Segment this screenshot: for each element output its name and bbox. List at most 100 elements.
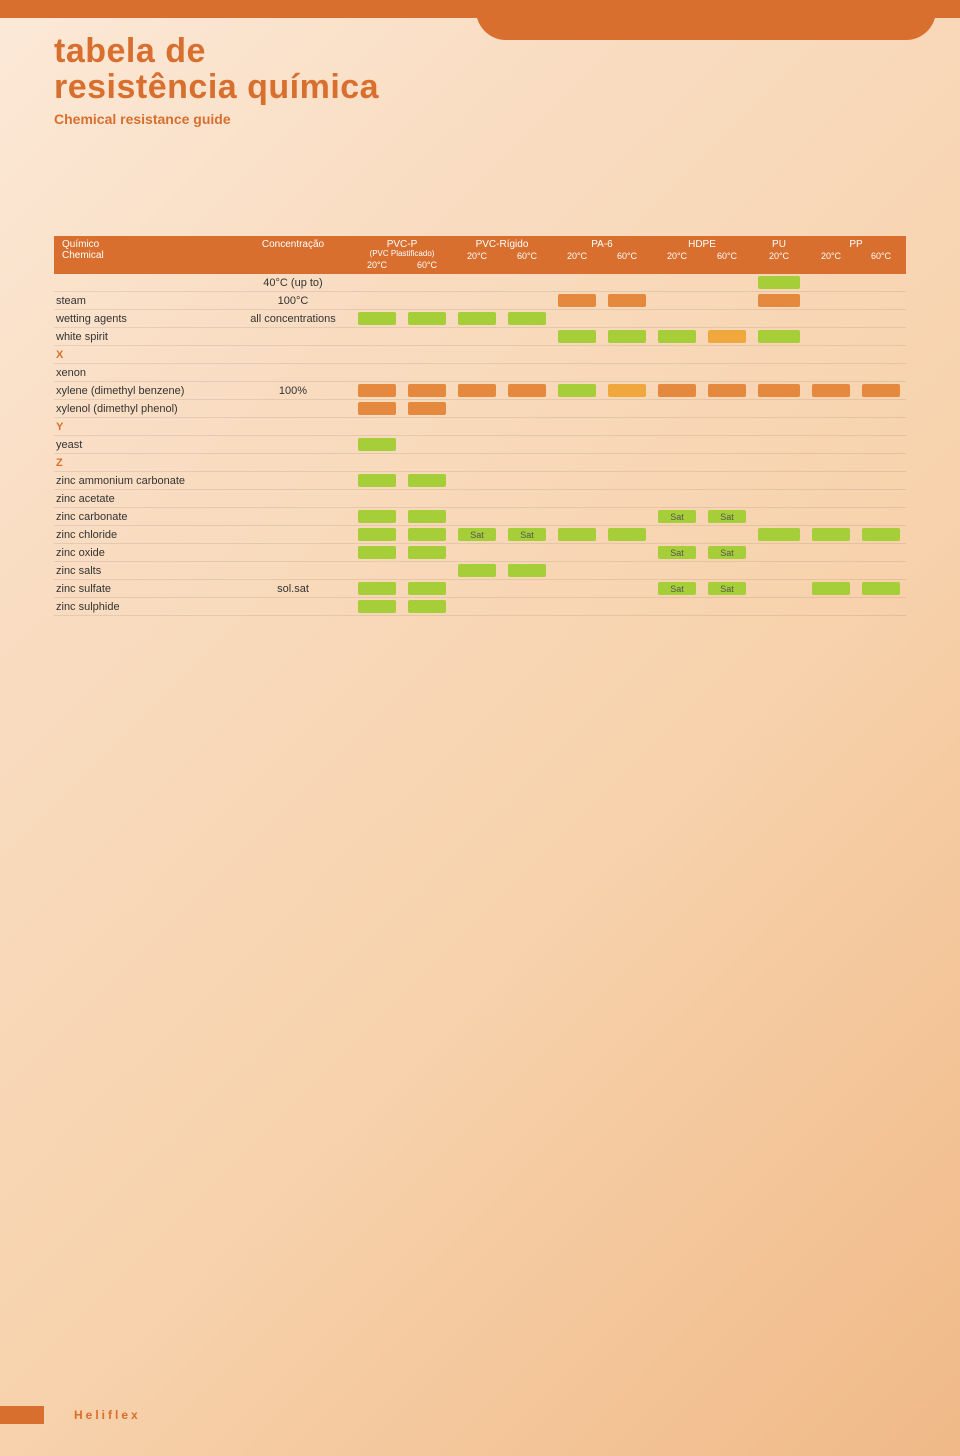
resistance-cell [458,474,496,487]
section-label: Z [54,457,234,469]
resistance-cell [708,600,746,613]
resistance-cell: Sat [658,510,696,523]
resistance-cell [458,366,496,379]
resistance-cell [708,294,746,307]
header-material: PU20°C [752,239,806,270]
title-block: tabela de resistência química Chemical r… [54,34,379,127]
table-row: 40°C (up to) [54,274,906,292]
resistance-cell [458,276,496,289]
concentration-value: 40°C (up to) [234,277,352,289]
resistance-cell [658,474,696,487]
material-sub: (PVC Plastificado) [370,250,435,259]
resistance-cell [812,582,850,595]
resistance-cell [812,546,850,559]
resistance-cell [558,474,596,487]
resistance-cell [458,582,496,595]
resistance-cell [862,330,900,343]
resistance-cell [358,492,396,505]
resistance-cell [358,582,396,595]
resistance-cell [862,438,900,451]
concentration-value: 100% [234,385,352,397]
concentration-value: all concentrations [234,313,352,325]
resistance-cell [458,384,496,397]
resistance-cell [812,474,850,487]
resistance-cell [508,492,546,505]
resistance-cell [458,330,496,343]
resistance-cell [558,564,596,577]
section-label: Y [54,421,234,433]
cells [352,312,906,325]
temp-label: 60°C [502,251,552,261]
table-row: white spirit [54,328,906,346]
table-row: zinc chlorideSatSat [54,526,906,544]
resistance-cell [458,564,496,577]
resistance-cell [358,384,396,397]
resistance-cell [358,402,396,415]
section-row: X [54,346,906,364]
resistance-cell [812,312,850,325]
resistance-cell [608,294,646,307]
header-material: PVC-P(PVC Plastificado)20°C60°C [352,239,452,270]
resistance-cell [862,546,900,559]
resistance-cell [708,474,746,487]
cells: SatSat [352,528,906,541]
resistance-cell [408,492,446,505]
resistance-cell [812,528,850,541]
chemical-name: wetting agents [54,313,234,325]
resistance-table: Químico Chemical Concentração PVC-P(PVC … [54,236,906,616]
resistance-cell [408,600,446,613]
chemical-name: zinc salts [54,565,234,577]
cells [352,474,906,487]
resistance-cell [708,564,746,577]
resistance-cell [508,582,546,595]
resistance-cell [558,276,596,289]
resistance-cell [758,546,800,559]
temp-label: 20°C [352,260,402,270]
resistance-cell [508,402,546,415]
resistance-cell [658,312,696,325]
resistance-cell [608,384,646,397]
table-header: Químico Chemical Concentração PVC-P(PVC … [54,236,906,274]
footer-bar [0,1406,44,1424]
resistance-cell [408,330,446,343]
material-name: PA-6 [591,239,613,250]
resistance-cell [408,294,446,307]
resistance-cell [708,438,746,451]
header-material: PP20°C60°C [806,239,906,270]
resistance-cell [758,600,800,613]
cells [352,564,906,577]
resistance-cell [358,528,396,541]
resistance-cell [812,600,850,613]
resistance-cell [708,402,746,415]
cells [352,438,906,451]
resistance-cell [358,546,396,559]
chemical-name: zinc acetate [54,493,234,505]
cells [352,384,906,397]
resistance-cell [758,528,800,541]
resistance-cell [658,492,696,505]
material-name: PP [849,239,862,250]
cells [352,402,906,415]
resistance-cell [358,330,396,343]
resistance-cell [608,528,646,541]
resistance-cell: Sat [458,528,496,541]
resistance-cell: Sat [658,582,696,595]
table-row: zinc ammonium carbonate [54,472,906,490]
resistance-cell [862,492,900,505]
resistance-cell [608,402,646,415]
resistance-cell [862,564,900,577]
resistance-cell [508,564,546,577]
resistance-cell [508,510,546,523]
resistance-cell [608,510,646,523]
resistance-cell [608,438,646,451]
resistance-cell [758,438,800,451]
header-chemical-en: Chemical [62,250,234,261]
resistance-cell [358,510,396,523]
resistance-cell [358,312,396,325]
chemical-name: xylene (dimethyl benzene) [54,385,234,397]
temp-label: 60°C [702,251,752,261]
resistance-cell [812,384,850,397]
temp-label: 20°C [452,251,502,261]
table-row: xylenol (dimethyl phenol) [54,400,906,418]
section-row: Z [54,454,906,472]
